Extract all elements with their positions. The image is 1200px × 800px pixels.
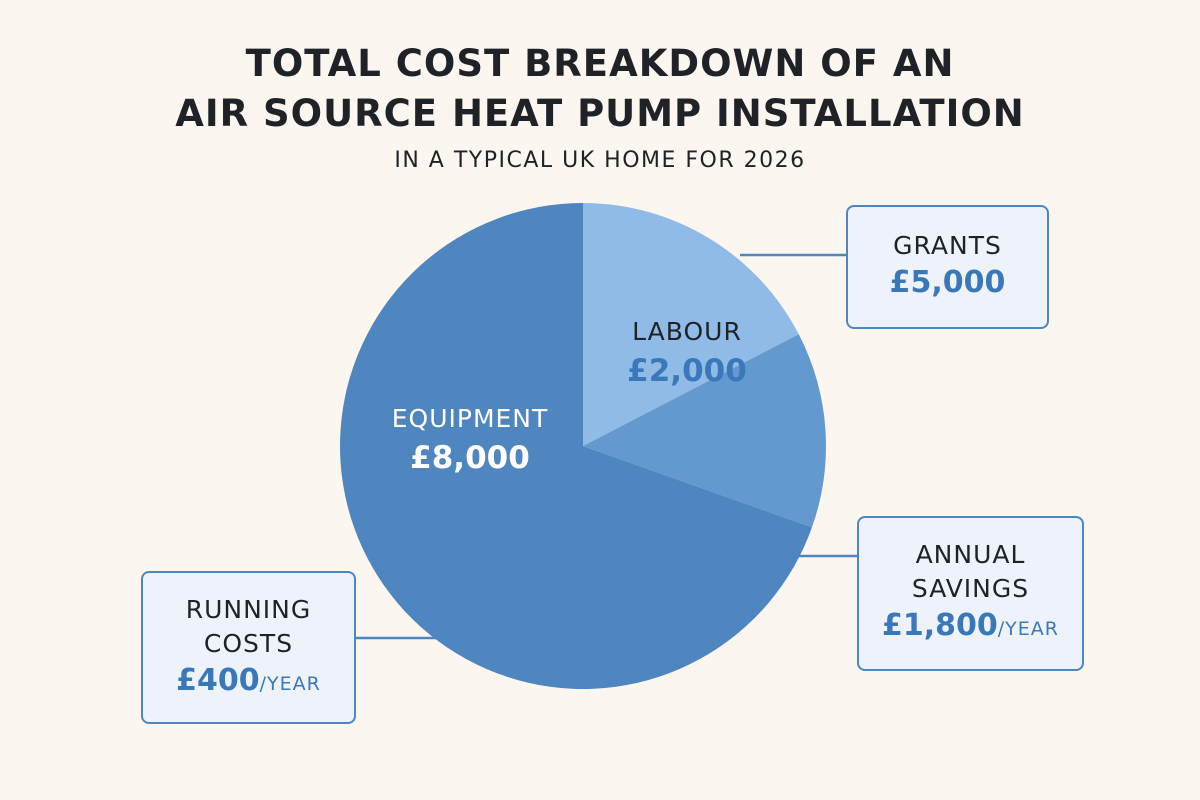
callout-running-label-line1: RUNNING bbox=[185, 595, 312, 624]
chart-title-line1: TOTAL COST BREAKDOWN OF AN bbox=[245, 42, 955, 85]
slice-equipment-name: EQUIPMENT bbox=[391, 404, 549, 433]
slice-label-labour: LABOUR £2,000 bbox=[567, 315, 807, 393]
chart-subtitle: IN A TYPICAL UK HOME FOR 2026 bbox=[394, 148, 806, 173]
callout-savings-value: £1,800 bbox=[882, 608, 998, 643]
callout-grants-label: GRANTS bbox=[893, 231, 1002, 260]
pie-slice-equipment bbox=[340, 203, 812, 689]
slice-labour-name: LABOUR bbox=[632, 317, 742, 346]
callout-running-value: £400 bbox=[176, 663, 260, 698]
callout-running-unit: /YEAR bbox=[259, 673, 321, 695]
callout-savings-label-line1: ANNUAL bbox=[915, 540, 1026, 569]
pie-slice-third bbox=[583, 334, 826, 528]
pie-slice-labour bbox=[583, 203, 799, 446]
callout-annual-savings: ANNUAL SAVINGS £1,800/YEAR bbox=[857, 516, 1084, 671]
callout-grants-value: £5,000 bbox=[889, 265, 1006, 300]
callout-savings-label-line2: SAVINGS bbox=[911, 574, 1030, 603]
callout-running-costs: RUNNING COSTS £400/YEAR bbox=[141, 571, 356, 724]
chart-title-line2: AIR SOURCE HEAT PUMP INSTALLATION bbox=[175, 92, 1025, 135]
callout-grants: GRANTS £5,000 bbox=[846, 205, 1049, 329]
slice-equipment-value: £8,000 bbox=[410, 440, 530, 476]
callout-running-label-line2: COSTS bbox=[203, 629, 294, 658]
callout-savings-unit: /YEAR bbox=[997, 618, 1059, 640]
slice-labour-value: £2,000 bbox=[627, 353, 747, 389]
slice-label-equipment: EQUIPMENT £8,000 bbox=[350, 402, 590, 480]
